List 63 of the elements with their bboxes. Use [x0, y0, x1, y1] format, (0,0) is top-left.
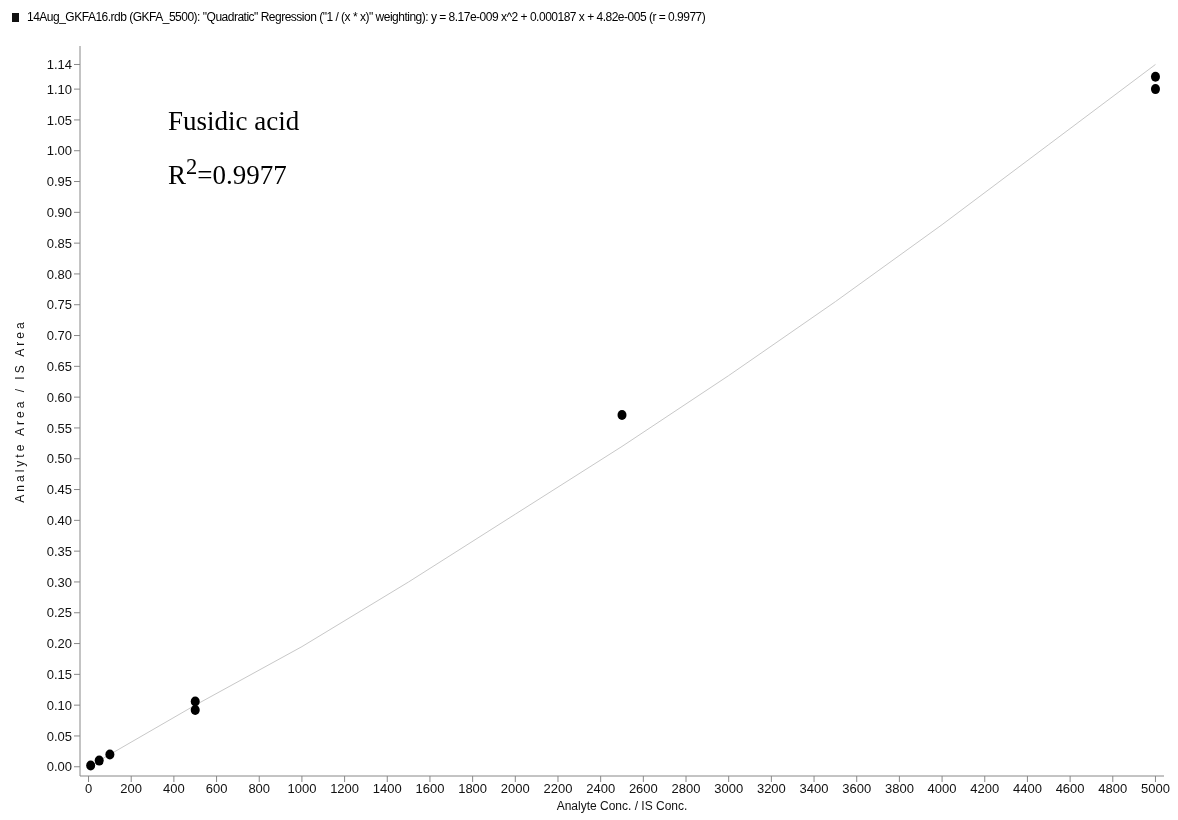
x-tick-label: 1000	[287, 781, 317, 797]
point	[86, 760, 96, 771]
x-tick-label: 2600	[628, 781, 658, 797]
point	[105, 749, 115, 760]
y-tick-label: 0.85	[46, 235, 72, 251]
x-tick-label: 1200	[330, 781, 360, 797]
y-tick-label: 0.60	[46, 389, 72, 405]
point	[94, 755, 104, 766]
y-tick-label: 1.14	[46, 57, 72, 73]
point	[617, 410, 627, 420]
x-tick-label: 600	[205, 781, 228, 797]
x-tick-label: 4600	[1055, 781, 1085, 797]
point	[1150, 84, 1160, 95]
annotation: R$^{2}$=0.9977	[168, 154, 287, 191]
x-tick-label: 3000	[714, 781, 744, 797]
chart-title: 14Aug_GKFA16.rdb (GKFA_5500): "Quadratic" Regression ("1 / (x * x)" weighting): y = 8.17e-009 x^2 + 0.000187 x + 4.82e-005 (r = 0.9977)	[27, 10, 706, 24]
y-tick-label: 0.50	[46, 451, 72, 467]
y-tick-label: 0.15	[46, 666, 72, 682]
y-tick-label: 1.00	[46, 143, 72, 159]
point	[190, 705, 200, 716]
x-tick-label: 1800	[458, 781, 488, 797]
x-tick-label: 4000	[927, 781, 957, 797]
point	[190, 696, 200, 707]
y-axis-title: Analyte Area / IS Area	[13, 319, 28, 503]
y-tick-label: 0.00	[46, 759, 72, 775]
y-tick-label: 0.35	[46, 543, 72, 559]
y-tick-label: 0.55	[46, 420, 72, 436]
x-tick-label: 1600	[415, 781, 445, 797]
y-tick-label: 0.10	[46, 697, 72, 713]
y-tick-label: 1.05	[46, 112, 72, 128]
y-tick-label: 0.30	[46, 574, 72, 590]
y-tick-label: 0.45	[46, 482, 72, 498]
x-tick-label: 2800	[671, 781, 701, 797]
y-tick-label: 0.90	[46, 204, 72, 220]
x-axis-title: Analyte Conc. / IS Conc.	[556, 799, 688, 813]
y-tick-label: 0.40	[46, 512, 72, 528]
x-tick-label: 4200	[970, 781, 1000, 797]
y-tick-label: 0.75	[46, 297, 72, 313]
y-tick-label: 0.70	[46, 328, 72, 344]
y-tick-label: 0.80	[46, 266, 72, 282]
y-tick-label: 1.10	[46, 81, 72, 97]
x-tick-label: 0	[84, 781, 93, 797]
x-tick-label: 3800	[884, 781, 914, 797]
x-tick-label: 2000	[500, 781, 530, 797]
x-tick-label: 800	[248, 781, 271, 797]
y-tick-label: 0.95	[46, 174, 72, 190]
x-tick-label: 3400	[799, 781, 829, 797]
y-tick-label: 0.65	[46, 358, 72, 374]
point	[1150, 71, 1160, 82]
x-tick-label: 200	[120, 781, 143, 797]
x-tick-label: 3600	[842, 781, 872, 797]
x-tick-label: 3200	[756, 781, 786, 797]
annotation: Fusidic acid	[168, 106, 300, 137]
y-tick-label: 0.05	[46, 728, 72, 744]
x-tick-label: 5000	[1141, 781, 1170, 797]
x-tick-label: 4400	[1012, 781, 1042, 797]
x-tick-label: 400	[163, 781, 185, 797]
x-tick-label: 4800	[1098, 781, 1128, 797]
x-tick-label: 2400	[586, 781, 616, 797]
x-tick-label: 2200	[543, 781, 573, 797]
x-tick-label: 1400	[372, 781, 402, 797]
y-tick-label: 0.25	[46, 605, 72, 621]
y-tick-label: 0.20	[46, 636, 72, 652]
